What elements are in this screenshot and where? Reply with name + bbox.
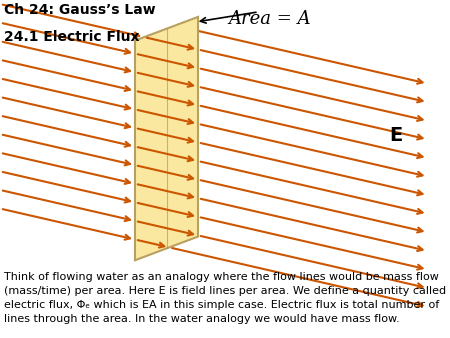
Text: Area = A: Area = A xyxy=(229,10,311,28)
Polygon shape xyxy=(135,17,198,260)
Text: 24.1 Electric Flux: 24.1 Electric Flux xyxy=(4,30,140,44)
Text: E: E xyxy=(389,126,403,145)
Text: Think of flowing water as an analogy where the flow lines would be mass flow
(ma: Think of flowing water as an analogy whe… xyxy=(4,272,446,324)
Text: Ch 24: Gauss’s Law: Ch 24: Gauss’s Law xyxy=(4,3,156,17)
